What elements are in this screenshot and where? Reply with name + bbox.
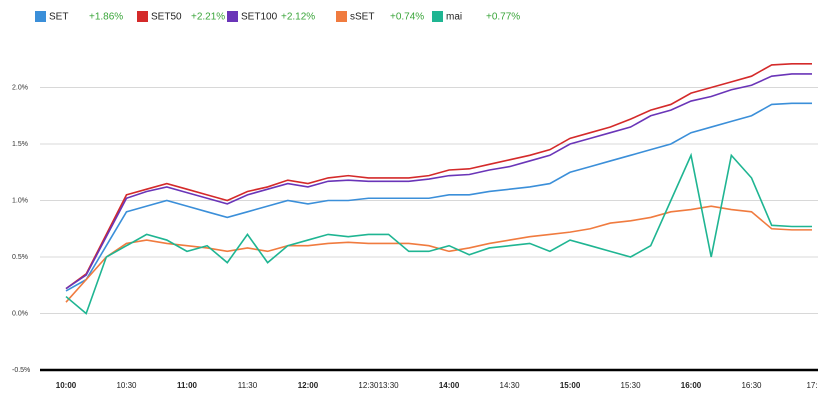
x-tick-label: 11:00	[177, 381, 198, 390]
x-tick-label: 15:00	[560, 381, 581, 390]
x-tick-label: 10:30	[116, 381, 137, 390]
x-tick-label: 11:30	[238, 381, 258, 390]
legend-swatch	[137, 11, 148, 22]
series-line	[65, 205, 812, 303]
legend-label: SET	[49, 12, 68, 23]
x-tick-label: 16:00	[681, 381, 702, 390]
x-tick-label: 12:00	[298, 381, 319, 390]
y-tick-label: 0.5%	[12, 254, 28, 261]
y-tick-label: 1.0%	[12, 197, 28, 204]
x-tick-label: 16:30	[741, 381, 762, 390]
legend-change: +0.77%	[486, 12, 520, 23]
legend-label: mai	[446, 12, 462, 23]
y-tick-label: 1.5%	[12, 141, 28, 148]
legend-label: sSET	[350, 12, 374, 23]
y-tick-label: -0.5%	[12, 367, 30, 374]
series-line	[65, 102, 812, 292]
legend-change: +2.21%	[191, 12, 225, 23]
y-tick-label: 0.0%	[12, 310, 28, 317]
series-line	[65, 62, 812, 290]
x-tick-label: 15:30	[621, 381, 642, 390]
legend-change: +1.86%	[89, 12, 123, 23]
x-tick-label: 13:30	[379, 381, 400, 390]
x-tick-label: 17:	[806, 381, 817, 390]
x-tick-label: 10:00	[56, 381, 77, 390]
x-tick-label: 12:30	[358, 381, 379, 390]
legend-label: SET50	[151, 12, 182, 23]
series-line	[65, 152, 812, 315]
x-tick-label: 14:00	[439, 381, 460, 390]
x-tick-label: 14:30	[500, 381, 521, 390]
legend-label: SET100	[241, 12, 278, 23]
legend-swatch	[336, 11, 347, 22]
legend-change: +2.12%	[281, 12, 315, 23]
legend-swatch	[227, 11, 238, 22]
y-tick-label: 2.0%	[12, 84, 28, 91]
legend-change: +0.74%	[390, 12, 424, 23]
legend-swatch	[432, 11, 443, 22]
legend-swatch	[35, 11, 46, 22]
series-line	[65, 73, 812, 290]
